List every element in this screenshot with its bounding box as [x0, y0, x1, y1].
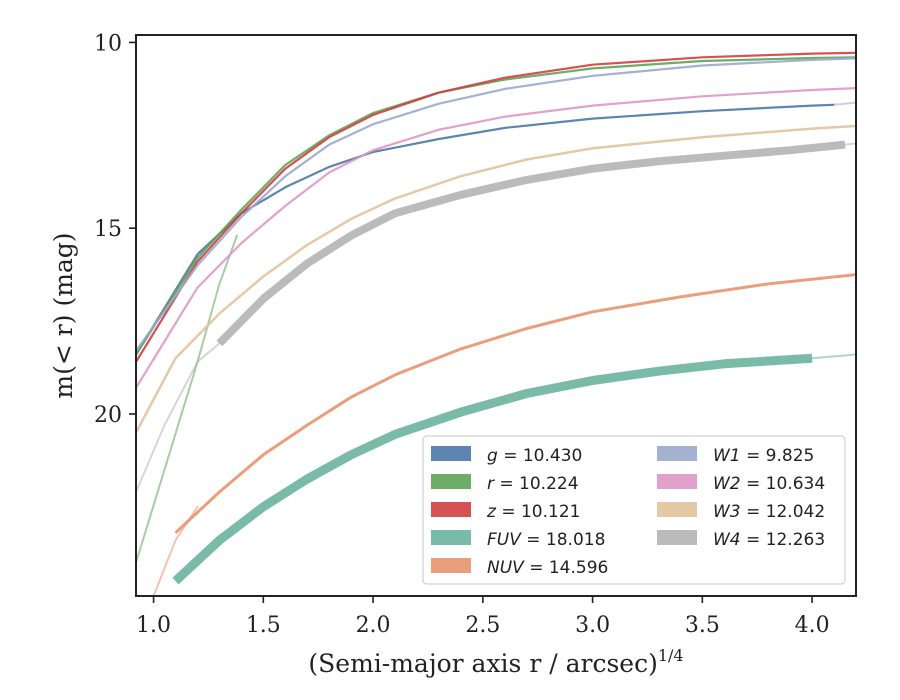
- x-tick-label: 3.0: [575, 613, 610, 638]
- legend-label: NUV = 14.596: [487, 558, 608, 578]
- legend-band-value: = 9.825: [741, 446, 815, 466]
- legend-band-name: W1: [713, 446, 741, 466]
- x-axis-label-superscript: 1/4: [658, 646, 684, 665]
- legend-band-value: = 12.263: [741, 530, 826, 550]
- legend-swatch-r: [431, 474, 471, 489]
- legend-band-value: = 12.042: [741, 502, 826, 522]
- series-line-z: [136, 51, 856, 363]
- legend-swatch-nuv: [431, 558, 471, 573]
- series-line-r: [136, 56, 856, 356]
- legend-swatch-w3: [657, 502, 697, 517]
- series-line-nuv: [174, 273, 856, 534]
- x-axis-ticks: 1.0 1.5 2.0 2.5 3.0 3.5 4.0: [136, 596, 830, 638]
- series-line-w3: [136, 124, 856, 434]
- data-curves: [136, 51, 856, 596]
- legend-band-value: = 10.121: [496, 502, 581, 522]
- extrapolation-r-steep: [136, 234, 238, 564]
- legend-band-name: W2: [713, 474, 741, 494]
- x-tick-label: 2.5: [465, 613, 500, 638]
- legend-band-value: = 10.430: [498, 446, 583, 466]
- legend-band-name: W4: [713, 530, 741, 550]
- y-tick-label: 20: [94, 403, 122, 428]
- legend-band-value: = 10.634: [741, 474, 826, 494]
- series-line-fuv: [172, 353, 813, 585]
- extrapolation-g-outer: [833, 101, 856, 106]
- legend-label: W4 = 12.263: [713, 530, 825, 550]
- legend-label: W1 = 9.825: [713, 446, 814, 466]
- extrapolation-fuv-outer: [811, 353, 856, 360]
- x-tick-label: 1.5: [246, 613, 281, 638]
- legend-band-value: = 10.224: [494, 474, 579, 494]
- series-line-w1: [136, 57, 856, 352]
- y-axis-label: m(< r) (mag): [49, 232, 78, 398]
- legend-swatch-z: [431, 502, 471, 517]
- legend-swatch-fuv: [431, 530, 471, 545]
- legend-label: W2 = 10.634: [713, 474, 825, 494]
- legend-label: z = 10.121: [486, 502, 580, 522]
- legend-band-name: NUV: [487, 558, 525, 578]
- x-tick-label: 1.0: [136, 613, 171, 638]
- legend-label: FUV = 18.018: [487, 530, 605, 550]
- legend-band-name: FUV: [487, 530, 522, 550]
- legend-band-name: W3: [713, 502, 741, 522]
- y-tick-label: 10: [94, 31, 122, 56]
- extrapolation-w4-inner: [136, 342, 221, 493]
- legend-band-name: z: [486, 502, 497, 522]
- legend-swatch-g: [431, 446, 471, 461]
- x-axis-label: (Semi-major axis r / arcsec)1/4: [308, 646, 683, 678]
- series-line-w4: [216, 140, 846, 347]
- plot-frame: [135, 34, 857, 597]
- x-tick-label: 4.0: [795, 613, 830, 638]
- legend-swatch-w2: [657, 474, 697, 489]
- legend-band-name: g: [487, 446, 498, 466]
- legend-label: g = 10.430: [487, 446, 582, 466]
- legend-label: r = 10.224: [487, 474, 579, 494]
- legend-box: [422, 435, 846, 585]
- x-axis-label-main: (Semi-major axis r / arcsec): [308, 649, 657, 678]
- legend-band-value: = 18.018: [521, 530, 606, 550]
- extrapolation-w4-outer: [844, 142, 856, 146]
- legend-band-name: r: [487, 474, 495, 494]
- y-tick-label: 15: [94, 217, 122, 242]
- y-axis-ticks: 10 15 20: [94, 31, 136, 428]
- legend-label: W3 = 12.042: [713, 502, 825, 522]
- x-tick-label: 3.5: [685, 613, 720, 638]
- series-line-w2: [136, 87, 856, 389]
- x-tick-label: 2.0: [356, 613, 391, 638]
- legend-swatch-w1: [657, 446, 697, 461]
- legend-band-value: = 14.596: [524, 558, 609, 578]
- legend-swatch-w4: [657, 530, 697, 545]
